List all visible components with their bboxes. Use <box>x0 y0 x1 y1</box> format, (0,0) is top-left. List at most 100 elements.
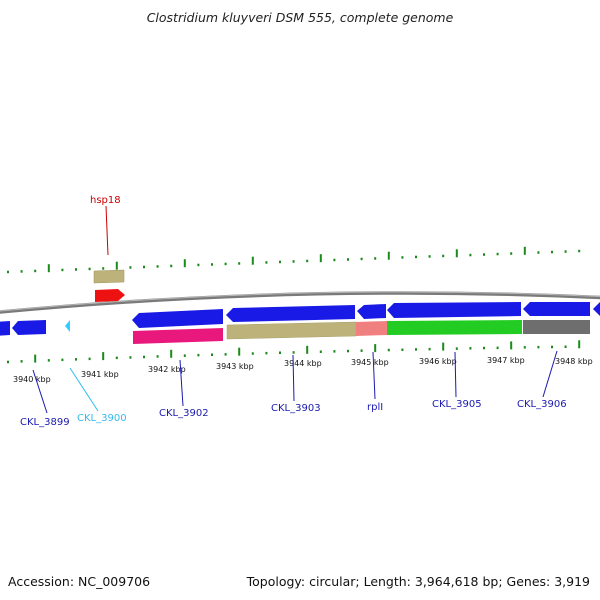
inner-tick-40 <box>551 345 553 349</box>
outer-tick-28 <box>387 251 390 260</box>
gene-label-ckl3899[interactable]: CKL_3899 <box>20 417 70 428</box>
inner-tick-7 <box>102 352 105 361</box>
gene-arrow-ckl3906[interactable] <box>523 302 590 316</box>
feature-bar-gray[interactable] <box>523 320 590 334</box>
outer-tick-22 <box>306 259 309 263</box>
outer-tick-15 <box>211 263 213 266</box>
map-title: Clostridium kluyveri DSM 555, complete g… <box>146 10 454 25</box>
accession-label: Accession: NC_009706 <box>8 574 151 589</box>
inner-tick-10 <box>143 355 145 359</box>
outer-tick-12 <box>170 264 173 268</box>
inner-tick-22 <box>306 345 309 354</box>
gene-label-ckl3905[interactable]: CKL_3905 <box>432 399 482 410</box>
outer-tick-34 <box>469 253 472 257</box>
outer-tick-row <box>7 246 581 274</box>
outer-tick-27 <box>374 257 377 260</box>
outer-tick-31 <box>428 255 431 258</box>
gene-label-ckl3906[interactable]: CKL_3906 <box>517 399 567 410</box>
inner-tick-16 <box>224 353 227 356</box>
outer-tick-39 <box>537 251 540 254</box>
leader-ckl3903 <box>292 354 295 402</box>
outer-tick-26 <box>360 257 363 261</box>
inner-tick-3 <box>47 359 50 362</box>
gene-arrow-ckl3899[interactable] <box>12 320 46 335</box>
outer-tick-17 <box>238 262 241 265</box>
outer-tick-11 <box>156 265 159 268</box>
scale-label-3942: 3942 kbp <box>148 365 186 374</box>
inner-tick-21 <box>292 351 295 354</box>
outer-tick-38 <box>523 246 526 255</box>
gene-label-leaders <box>32 205 558 414</box>
outer-tick-23 <box>319 254 322 263</box>
inner-tick-13 <box>183 354 186 357</box>
scale-label-3940: 3940 kbp <box>13 375 51 384</box>
outer-tick-14 <box>197 263 200 267</box>
inner-tick-9 <box>129 356 132 359</box>
outer-tick-5 <box>75 268 77 271</box>
outer-tick-13 <box>183 259 186 268</box>
inner-tick-28 <box>387 348 390 352</box>
outer-tick-3 <box>47 264 50 273</box>
outer-tick-30 <box>415 255 417 259</box>
outer-tick-2 <box>34 269 37 273</box>
inner-tick-25 <box>347 349 349 353</box>
outer-tick-10 <box>143 265 145 269</box>
outer-tick-24 <box>333 258 336 262</box>
gene-label-ckl3902[interactable]: CKL_3902 <box>159 408 209 419</box>
inner-tick-42 <box>578 340 581 349</box>
topology-label: Topology: circular; Length: 3,964,618 bp… <box>246 574 590 589</box>
inner-tick-11 <box>156 355 159 358</box>
outer-tick-18 <box>251 256 254 265</box>
inner-tick-17 <box>238 347 241 356</box>
outer-tick-37 <box>510 252 513 255</box>
scale-label-3943: 3943 kbp <box>216 362 254 371</box>
scale-label-3947: 3947 kbp <box>487 356 525 365</box>
inner-tick-0 <box>7 360 9 364</box>
inner-tick-20 <box>279 351 281 354</box>
leader-ckl3899 <box>32 369 48 414</box>
gene-label-hsp18[interactable]: hsp18 <box>90 195 121 206</box>
outer-tick-7 <box>102 267 105 270</box>
inner-tick-12 <box>170 349 173 358</box>
feature-bar-khaki[interactable] <box>226 321 357 340</box>
outer-tick-6 <box>88 267 91 271</box>
inner-tick-8 <box>115 356 118 360</box>
inner-tick-6 <box>88 357 91 361</box>
inner-tick-1 <box>20 360 23 363</box>
hsp18-feature-bar[interactable] <box>93 269 125 284</box>
feature-bar-green[interactable] <box>387 320 522 335</box>
gene-arrow-left-a[interactable] <box>0 321 10 336</box>
inner-tick-41 <box>564 345 567 348</box>
scale-label-3945: 3945 kbp <box>351 358 389 367</box>
inner-tick-15 <box>211 353 213 356</box>
outer-tick-29 <box>401 256 404 259</box>
gene-label-ckl3900[interactable]: CKL_3900 <box>77 413 127 424</box>
inner-tick-33 <box>455 347 458 350</box>
inner-tick-18 <box>251 352 254 355</box>
inner-tick-35 <box>483 346 485 350</box>
gene-arrow-ckl3902[interactable] <box>132 309 223 328</box>
inner-tick-31 <box>428 347 431 351</box>
inner-tick-4 <box>61 358 64 362</box>
hsp18-gene-arrow[interactable] <box>95 289 125 302</box>
gene-label-rpll[interactable]: rplI <box>367 402 383 413</box>
gene-arrow-ckl3903[interactable] <box>226 305 355 322</box>
inner-tick-2 <box>34 354 37 363</box>
inner-tick-30 <box>415 348 417 351</box>
gene-arrow-right[interactable] <box>593 302 600 316</box>
outer-tick-8 <box>115 261 118 270</box>
gene-label-ckl3903[interactable]: CKL_3903 <box>271 403 321 414</box>
outer-tick-25 <box>347 258 349 261</box>
gene-arrow-ckl3905[interactable] <box>387 302 521 318</box>
gene-arrow-ckl3900[interactable] <box>65 320 70 332</box>
leader-hsp18 <box>105 205 109 256</box>
scale-labels: 3940 kbp 3941 kbp 3942 kbp 3943 kbp 3944… <box>13 356 593 384</box>
feature-bar-pink[interactable] <box>133 328 223 344</box>
gene-arrow-rpll[interactable] <box>357 304 386 319</box>
inner-tick-27 <box>374 344 377 353</box>
outer-tick-35 <box>483 253 485 256</box>
feature-bar-salmon[interactable] <box>356 321 387 336</box>
inner-tick-23 <box>319 350 322 353</box>
leader-rpll <box>372 351 376 400</box>
